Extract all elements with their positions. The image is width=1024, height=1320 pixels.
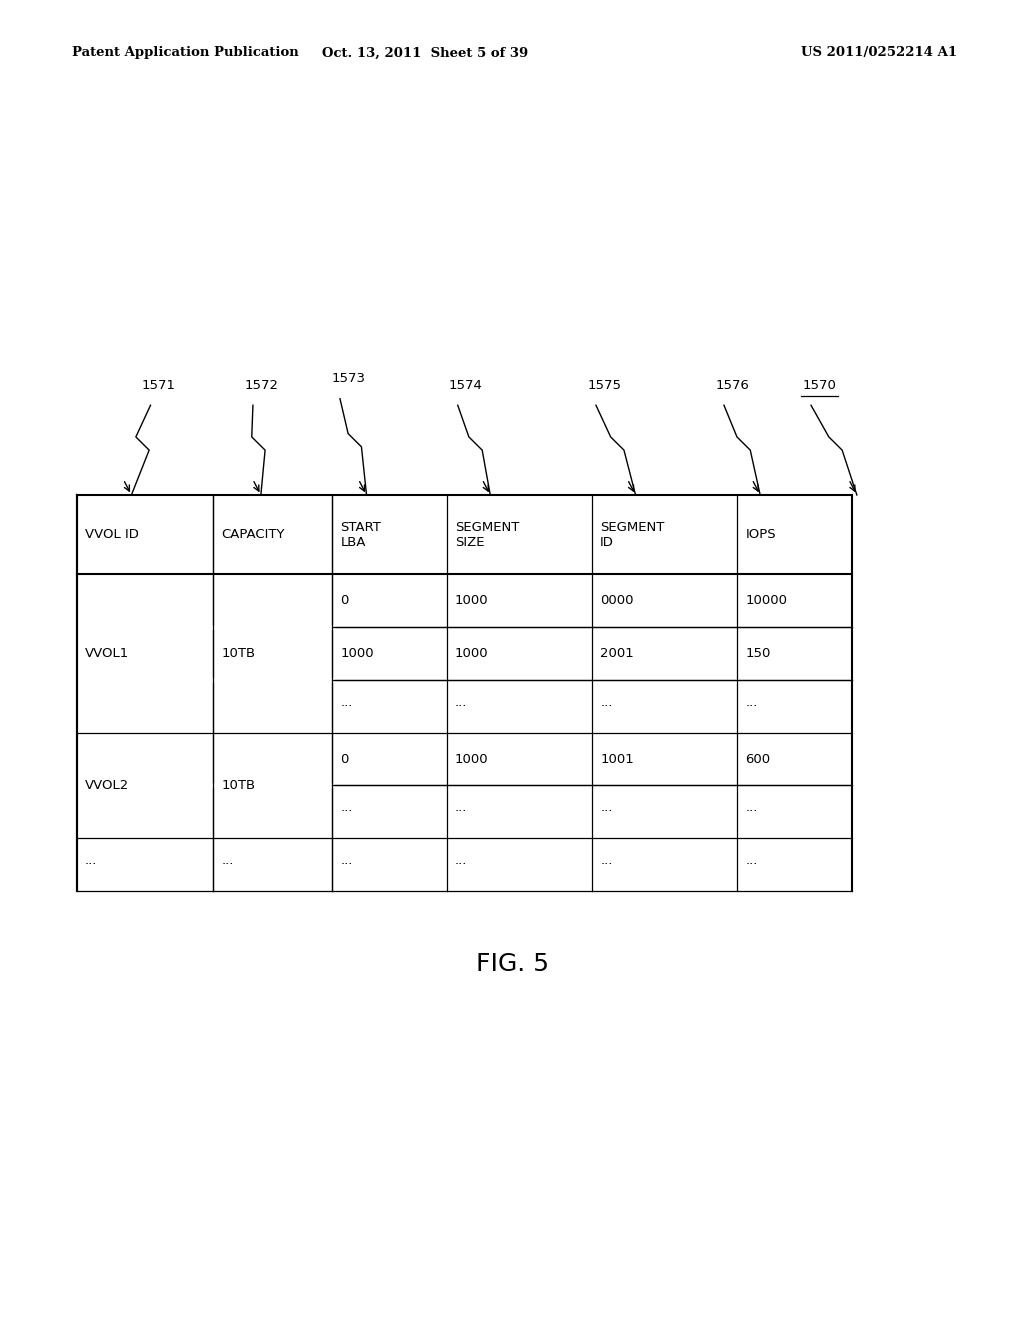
Text: 1576: 1576: [715, 379, 750, 392]
Text: US 2011/0252214 A1: US 2011/0252214 A1: [802, 46, 957, 59]
Text: 2001: 2001: [600, 647, 634, 660]
Text: 1573: 1573: [331, 372, 366, 385]
Text: SEGMENT
SIZE: SEGMENT SIZE: [455, 520, 519, 549]
Text: 1574: 1574: [449, 379, 483, 392]
Text: IOPS: IOPS: [745, 528, 776, 541]
Text: SEGMENT
ID: SEGMENT ID: [600, 520, 665, 549]
Text: ···: ···: [455, 858, 467, 871]
Text: ···: ···: [340, 700, 352, 713]
Text: 1570: 1570: [802, 379, 837, 392]
Bar: [77, 495, 957, 891]
Text: 10TB: 10TB: [221, 779, 256, 792]
Text: 10TB: 10TB: [221, 647, 256, 660]
Text: CAPACITY: CAPACITY: [221, 528, 285, 541]
Text: 1000: 1000: [340, 647, 374, 660]
Text: VVOL2: VVOL2: [85, 779, 129, 792]
Text: 1572: 1572: [244, 379, 279, 392]
Text: VVOL ID: VVOL ID: [85, 528, 139, 541]
Text: 150: 150: [745, 647, 771, 660]
Text: FIG. 5: FIG. 5: [475, 952, 549, 975]
Text: 10000: 10000: [745, 594, 787, 607]
Text: Oct. 13, 2011  Sheet 5 of 39: Oct. 13, 2011 Sheet 5 of 39: [322, 46, 528, 59]
Text: ···: ···: [455, 805, 467, 818]
Text: 1571: 1571: [141, 379, 176, 392]
Text: 1001: 1001: [600, 752, 634, 766]
Text: START
LBA: START LBA: [340, 520, 381, 549]
Text: ···: ···: [600, 805, 612, 818]
Text: 0: 0: [340, 752, 349, 766]
Text: 1000: 1000: [455, 752, 488, 766]
Text: ···: ···: [85, 858, 97, 871]
Text: 600: 600: [745, 752, 771, 766]
Text: ···: ···: [340, 805, 352, 818]
Text: ···: ···: [455, 700, 467, 713]
Text: ···: ···: [745, 858, 758, 871]
Text: 0000: 0000: [600, 594, 634, 607]
Text: 1575: 1575: [587, 379, 622, 392]
Text: ···: ···: [600, 858, 612, 871]
Text: 1570: 1570: [802, 379, 837, 392]
Text: ···: ···: [745, 700, 758, 713]
Text: VVOL1: VVOL1: [85, 647, 129, 660]
Text: ···: ···: [221, 858, 233, 871]
Text: ···: ···: [600, 700, 612, 713]
Text: 1000: 1000: [455, 594, 488, 607]
Text: 0: 0: [340, 594, 349, 607]
Text: ···: ···: [745, 805, 758, 818]
Text: Patent Application Publication: Patent Application Publication: [72, 46, 298, 59]
Text: ···: ···: [340, 858, 352, 871]
Text: 1000: 1000: [455, 647, 488, 660]
